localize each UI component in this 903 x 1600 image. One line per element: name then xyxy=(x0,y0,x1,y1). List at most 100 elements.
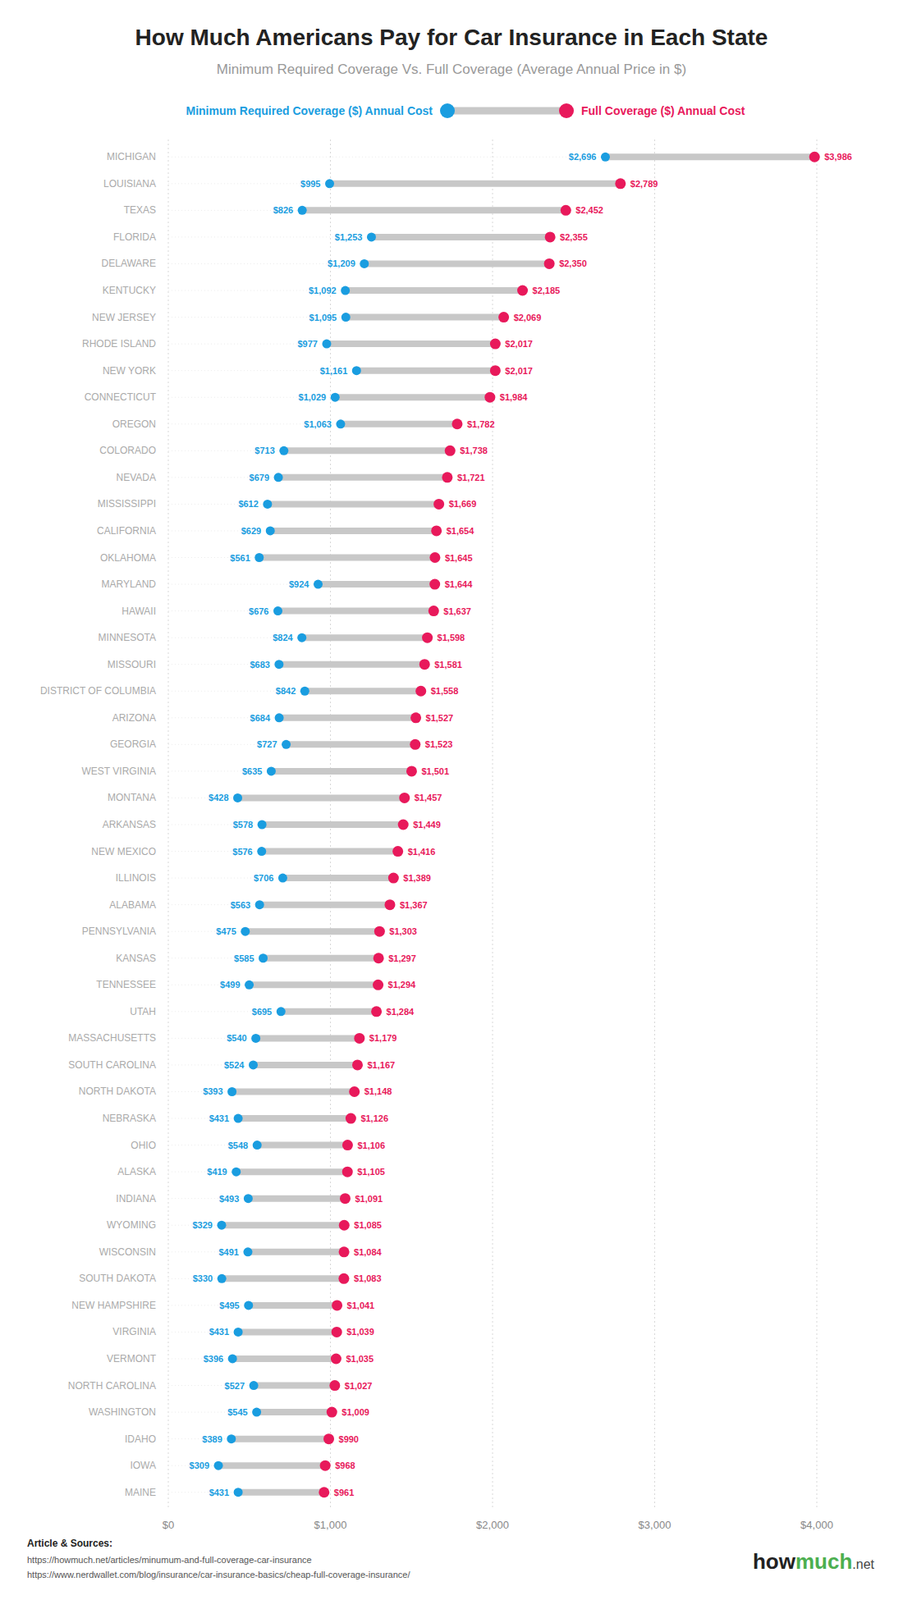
range-bar xyxy=(232,1088,355,1096)
data-label: $1,721 xyxy=(457,472,486,483)
category-label: IOWA xyxy=(129,1460,156,1472)
data-label: $2,017 xyxy=(504,366,533,376)
range-bar xyxy=(280,1008,376,1016)
data-label: $493 xyxy=(219,1194,239,1205)
min-dot xyxy=(266,766,276,776)
data-label: $545 xyxy=(227,1407,248,1418)
data-label: $1,645 xyxy=(444,553,473,564)
min-dot xyxy=(321,339,331,349)
category-label: DISTRICT OF COLUMBIA xyxy=(40,685,156,697)
range-bar xyxy=(356,367,496,375)
data-label: $330 xyxy=(192,1274,213,1284)
row-guide xyxy=(168,1251,344,1253)
range-bar xyxy=(252,1062,358,1069)
category-label: MAINE xyxy=(124,1487,156,1499)
min-dot xyxy=(233,1488,243,1498)
data-label: $396 xyxy=(203,1354,224,1365)
data-label: $1,984 xyxy=(499,392,529,403)
category-label: NEW HAMPSHIRE xyxy=(71,1300,156,1312)
min-dot xyxy=(300,687,310,697)
range-bar xyxy=(221,1222,344,1229)
row-guide xyxy=(168,904,390,906)
min-dot xyxy=(335,419,345,429)
x-tick-label: $0 xyxy=(162,1519,175,1532)
min-dot xyxy=(359,259,369,269)
range-bar xyxy=(282,875,394,882)
data-label: $1,179 xyxy=(369,1033,398,1044)
range-bar xyxy=(249,981,379,989)
data-label: $968 xyxy=(334,1461,355,1472)
category-label: COLORADO xyxy=(99,444,156,457)
full-dot xyxy=(498,311,509,323)
row-guide xyxy=(168,397,491,399)
range-bar xyxy=(279,715,416,722)
data-label: $1,009 xyxy=(341,1407,370,1418)
x-tick-label: $2,000 xyxy=(476,1519,509,1532)
data-label: $961 xyxy=(334,1488,354,1499)
data-label: $1,367 xyxy=(399,900,428,911)
row-guide xyxy=(168,664,425,665)
min-dot xyxy=(274,472,284,482)
category-label: ALABAMA xyxy=(109,899,156,912)
range-bar xyxy=(278,474,448,482)
row-guide xyxy=(168,717,417,719)
category-label: ALASKA xyxy=(117,1166,156,1179)
range-bar xyxy=(238,794,405,802)
range-bar xyxy=(238,1329,337,1336)
data-label: $428 xyxy=(208,792,229,803)
row-guide xyxy=(168,744,416,746)
row-guide xyxy=(168,343,496,345)
category-label: WASHINGTON xyxy=(88,1407,156,1419)
range-bar xyxy=(245,928,381,936)
row-guide xyxy=(168,1118,351,1120)
data-label: $713 xyxy=(254,445,275,456)
full-dot xyxy=(331,1300,343,1311)
source-heading: Article & Sources: xyxy=(27,1538,113,1550)
category-label: ARKANSAS xyxy=(102,819,156,831)
min-dot xyxy=(325,178,335,188)
data-label: $1,738 xyxy=(459,445,488,456)
data-label: $1,297 xyxy=(388,953,417,964)
full-dot xyxy=(484,392,496,404)
category-label: CALIFORNIA xyxy=(96,525,156,537)
data-label: $824 xyxy=(272,632,294,643)
min-dot xyxy=(242,1247,253,1257)
range-bar xyxy=(334,394,491,401)
row-guides xyxy=(168,156,815,1493)
min-dot xyxy=(274,660,284,670)
data-label: $3,986 xyxy=(824,151,853,162)
data-label: $1,253 xyxy=(334,232,363,243)
category-label: IDAHO xyxy=(124,1434,156,1446)
data-label: $495 xyxy=(219,1301,239,1311)
row-guide xyxy=(168,610,434,612)
min-dot xyxy=(243,1301,253,1311)
full-dot xyxy=(410,712,422,724)
data-label: $1,523 xyxy=(425,739,454,750)
min-dot xyxy=(257,820,267,830)
full-dot xyxy=(339,1220,350,1232)
full-dot xyxy=(353,1033,365,1045)
full-dot xyxy=(384,899,395,911)
range-bar xyxy=(218,1462,326,1470)
full-dot xyxy=(345,1113,357,1125)
category-label: MICHIGAN xyxy=(106,151,156,163)
data-label: $419 xyxy=(206,1167,227,1178)
data-label: $1,389 xyxy=(403,873,431,884)
full-dot xyxy=(329,1380,340,1392)
min-dot xyxy=(297,206,308,216)
footer: Article & Sources:https://howmuch.net/ar… xyxy=(27,1538,876,1581)
x-tick-label: $3,000 xyxy=(638,1519,672,1532)
row-guide xyxy=(168,1439,330,1440)
min-dot xyxy=(249,1381,259,1391)
min-dot xyxy=(330,393,340,403)
min-dot xyxy=(352,366,362,376)
range-bar xyxy=(304,687,421,695)
category-label: OKLAHOMA xyxy=(100,552,156,564)
data-label: $475 xyxy=(215,926,236,937)
min-dot xyxy=(228,1354,238,1364)
full-dot xyxy=(614,178,626,189)
full-dot xyxy=(444,445,456,457)
min-dot xyxy=(233,1328,243,1338)
legend-swatch xyxy=(559,103,574,119)
full-dot xyxy=(371,1006,382,1018)
